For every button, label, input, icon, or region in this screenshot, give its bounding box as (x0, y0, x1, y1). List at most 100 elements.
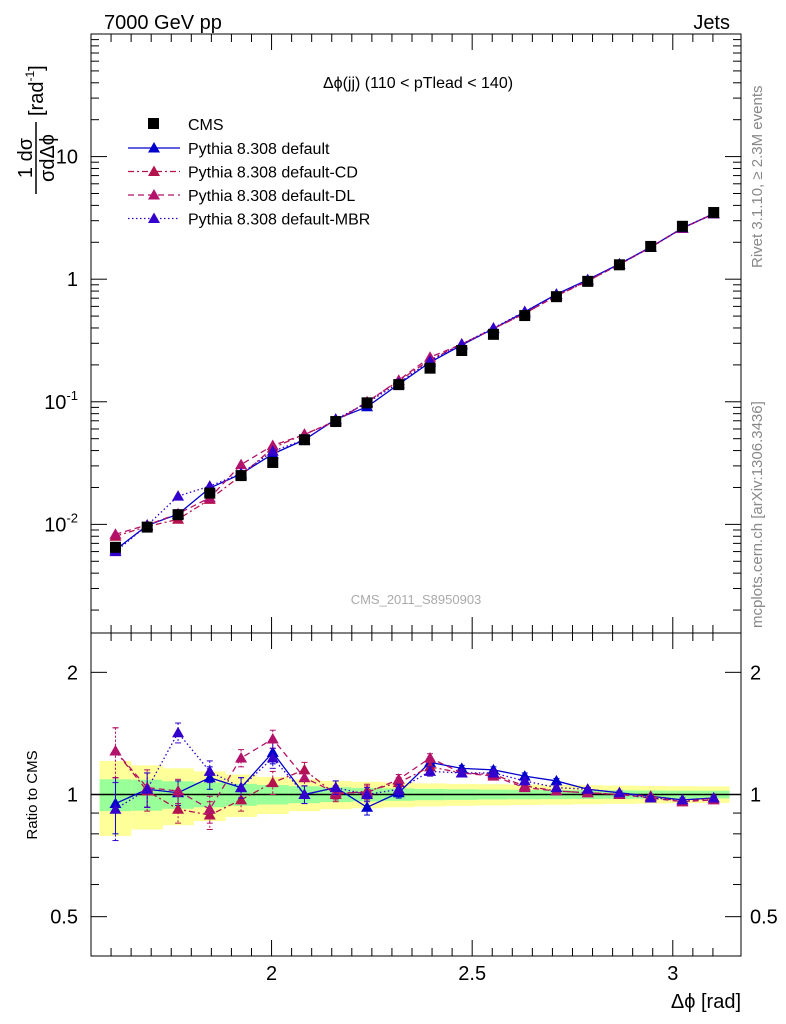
legend-label-mbr: Pythia 8.308 default-MBR (188, 212, 370, 229)
ratio-y-axis-label: Ratio to CMS (24, 750, 41, 839)
data-point-cms (267, 456, 279, 468)
ratio-point-mbr (392, 783, 405, 794)
y-tick-label: 1 (67, 269, 78, 291)
data-point-cms (456, 345, 468, 357)
data-point-cms (519, 310, 531, 322)
y-label-denominator: σdΔϕ (37, 134, 59, 182)
ratio-point-mbr (361, 788, 374, 799)
y-label-unit: [rad (26, 82, 48, 116)
ratio-y-tick-label: 2 (67, 662, 78, 684)
ratio-point-dl (518, 781, 531, 793)
plot-title: Δϕ(jj) (110 < pTlead < 140) (323, 75, 513, 92)
ratio-point-mbr (329, 781, 342, 793)
mcplots-label: mcplots.cern.ch [arXiv:1306.3436] (749, 401, 766, 628)
ratio-point-mbr (203, 765, 216, 776)
data-point-cms (204, 487, 216, 499)
legend-marker-cms (148, 118, 159, 129)
ratio-point-dl (235, 752, 248, 763)
ratio-point-dl (266, 733, 279, 744)
y-tick-label: 10-1 (44, 388, 78, 414)
data-point-cms (645, 240, 657, 252)
ratio-point-mbr (613, 786, 626, 798)
x-tick-label: 2.5 (458, 963, 486, 985)
process-label: Jets (693, 12, 730, 34)
main-y-axis-label: 1 dσ σdΔϕ [rad-1] (15, 65, 59, 194)
x-tick-label: 3 (667, 963, 678, 985)
y-tick-label: 10-2 (44, 510, 78, 536)
data-point-cms (550, 291, 562, 303)
data-point-cms (424, 362, 436, 374)
ratio-point-mbr (424, 765, 437, 776)
ratio-y-tick-label-right: 0.5 (750, 907, 778, 929)
ratio-point-dl (424, 752, 437, 763)
y-tick-label: 10 (56, 147, 78, 169)
ratio-point-mbr (487, 766, 500, 778)
ratio-point-dl (109, 744, 122, 756)
ratio-point-mbr (707, 792, 720, 803)
ratio-point-dl (392, 773, 405, 784)
ratio-point-mbr (109, 803, 122, 814)
ratio-point-mbr (235, 781, 248, 793)
data-point-cms (708, 206, 720, 218)
ratio-y-tick-label-right: 2 (750, 662, 761, 684)
data-point-cms (361, 397, 373, 409)
ratio-point-mbr (550, 781, 563, 793)
ratio-point-mbr (141, 783, 154, 794)
ratio-point-mbr (581, 783, 594, 794)
ratio-point-cd (172, 803, 185, 814)
ratio-point-mbr (266, 752, 279, 763)
y-label-unit-end: ] (26, 65, 48, 71)
ratio-point-default (550, 774, 563, 786)
data-point-cms (235, 470, 247, 482)
data-point-cms (582, 275, 594, 287)
series-line-mbr (115, 213, 714, 553)
rivet-version-label: Rivet 3.1.10, ≥ 2.3M events (749, 86, 766, 269)
ratio-point-cd (266, 776, 279, 788)
ratio-point-dl (298, 771, 311, 783)
ratio-line-mbr (115, 731, 714, 810)
ratio-point-mbr (455, 766, 468, 778)
legend-marker-cd (148, 165, 160, 176)
ratio-line-dl (114, 738, 714, 811)
ratio-y-tick-label-right: 1 (750, 785, 761, 807)
legend-label-dl: Pythia 8.308 default-DL (188, 188, 355, 205)
legend-marker-dl (148, 189, 160, 200)
data-point-cms (141, 521, 153, 533)
data-point-cms (172, 509, 184, 521)
data-point-cms (298, 434, 310, 446)
ratio-y-tick-label: 1 (67, 785, 78, 807)
ratio-point-cd (203, 809, 216, 820)
series-point-mbr (172, 490, 185, 501)
data-point-cms (487, 328, 499, 340)
analysis-id: CMS_2011_S8950903 (351, 592, 482, 607)
x-axis-label: Δϕ [rad] (671, 991, 741, 1013)
svg-text:[rad-1]: [rad-1] (23, 65, 48, 116)
legend: CMS Pythia 8.308 default Pythia 8.308 def… (128, 117, 370, 229)
series-point-dl (266, 439, 279, 450)
ratio-point-mbr (518, 774, 531, 786)
data-point-cms (676, 220, 688, 232)
ratio-point-mbr (172, 726, 185, 738)
series-point-dl (109, 528, 122, 539)
legend-label-default: Pythia 8.308 default (188, 141, 330, 158)
data-point-cms (109, 541, 121, 553)
ratio-y-tick-label: 0.5 (50, 907, 78, 929)
legend-label-cms: CMS (188, 117, 224, 134)
ratio-point-mbr (298, 788, 311, 799)
y-label-unit-sup: -1 (23, 71, 37, 82)
legend-marker-mbr (148, 212, 160, 223)
data-point-cms (613, 259, 625, 271)
ratio-point-default (361, 801, 374, 812)
x-tick-label: 2 (266, 963, 277, 985)
data-point-cms (393, 379, 405, 391)
ratio-point-cd (298, 763, 311, 775)
legend-marker-default (148, 142, 160, 153)
ratio-point-mbr (676, 793, 689, 805)
ratio-point-default (266, 746, 279, 757)
energy-label: 7000 GeV pp (104, 12, 222, 34)
data-point-cms (330, 416, 342, 428)
legend-label-cd: Pythia 8.308 default-CD (188, 165, 358, 182)
y-label-numerator: 1 dσ (15, 137, 37, 178)
ratio-point-dl (172, 785, 185, 796)
